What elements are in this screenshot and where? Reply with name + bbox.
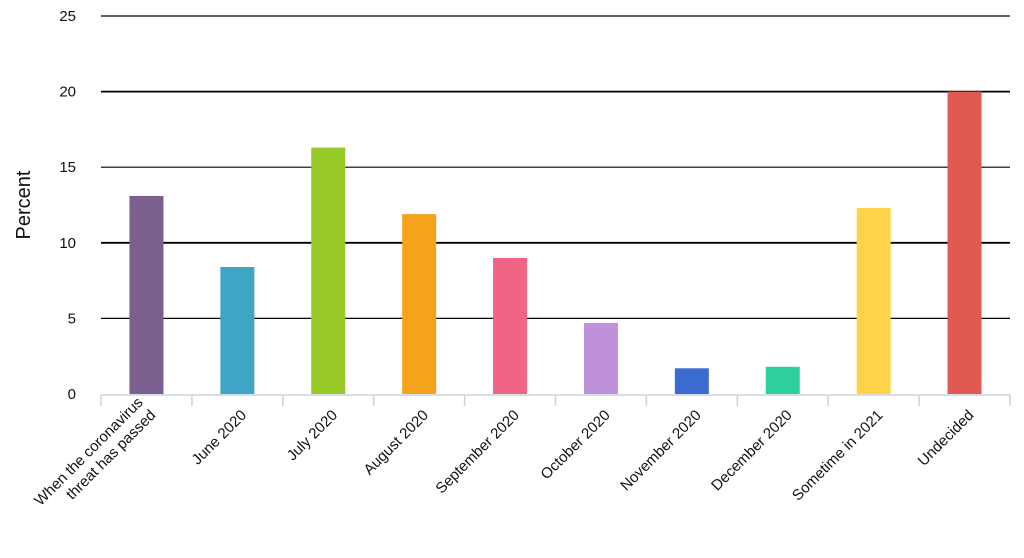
bar	[765, 366, 800, 394]
y-tick-label: 25	[59, 8, 76, 25]
y-tick-label: 15	[59, 159, 76, 176]
x-category-label-line: November 2020	[617, 407, 704, 494]
x-category-label-line: October 2020	[537, 407, 613, 483]
y-tick-label: 5	[68, 310, 76, 327]
x-axis-category-labels: When the coronavirusthreat has passed Jun…	[31, 394, 978, 522]
bar	[947, 91, 982, 394]
bar	[674, 368, 709, 394]
bar	[402, 214, 437, 394]
y-tick-label: 0	[68, 386, 76, 403]
bar	[583, 322, 618, 394]
x-category-label-line: December 2020	[708, 407, 795, 494]
y-axis-title: Percent	[13, 170, 35, 239]
x-category-label: July 2020	[284, 407, 341, 464]
x-category-label-line: July 2020	[284, 407, 341, 464]
x-category-label-line: September 2020	[432, 407, 522, 497]
x-category-label: August 2020	[360, 407, 432, 479]
bar	[311, 147, 346, 394]
bar	[129, 195, 164, 394]
bars	[129, 91, 982, 394]
x-category-label-line: June 2020	[189, 407, 251, 469]
bar	[856, 208, 891, 394]
x-category-label: June 2020	[189, 407, 251, 469]
bar	[493, 257, 528, 394]
x-category-label: December 2020	[708, 407, 795, 494]
x-category-label-line: When the coronavirus	[31, 394, 146, 509]
x-category-label: When the coronavirusthreat has passed	[31, 394, 159, 522]
x-category-label: Sometime in 2021	[789, 407, 887, 505]
y-axis-tick-labels: 0 5 10 15 20 25	[59, 8, 76, 403]
x-category-label: Undecided	[915, 407, 978, 470]
x-axis	[100, 394, 1011, 406]
x-category-label-line: Sometime in 2021	[789, 407, 887, 505]
x-category-label-line: Undecided	[915, 407, 978, 470]
y-tick-label: 20	[59, 84, 76, 101]
bar	[220, 266, 255, 394]
x-category-label: September 2020	[432, 407, 522, 497]
x-category-label: October 2020	[537, 407, 613, 483]
y-tick-label: 10	[59, 235, 76, 252]
x-category-label: November 2020	[617, 407, 704, 494]
x-category-label-line: August 2020	[360, 407, 432, 479]
